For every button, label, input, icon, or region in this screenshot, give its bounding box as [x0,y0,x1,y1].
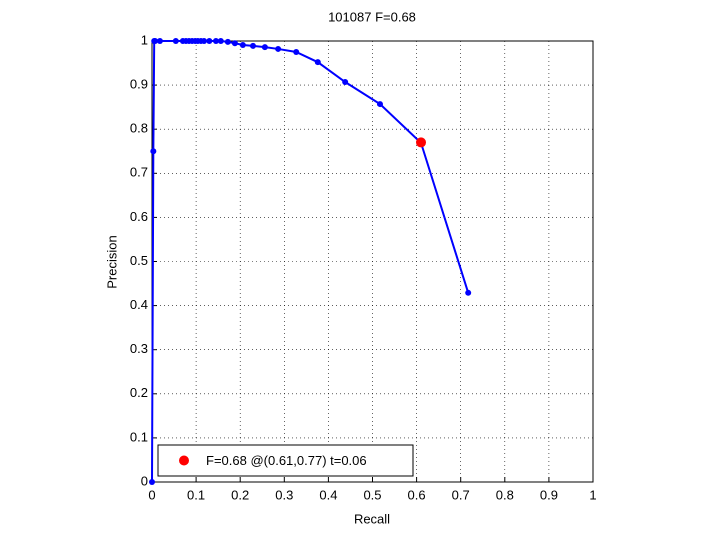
x-tick-label: 0.7 [452,487,470,502]
x-tick-label: 0.5 [363,487,381,502]
y-tick-label: 0.6 [130,209,148,224]
point [231,40,238,47]
x-tick-label: 0.2 [231,487,249,502]
point [314,59,321,66]
point [376,101,383,108]
point [416,137,427,148]
point [172,38,179,44]
point [156,38,163,44]
x-tick-label: 0.6 [408,487,426,502]
point [150,148,157,155]
point [275,45,282,52]
x-tick-label: 0.3 [275,487,293,502]
point [239,41,246,48]
x-tick-label: 0.4 [319,487,337,502]
x-tick-label: 0.9 [540,487,558,502]
point [224,38,231,45]
y-tick-label: 0.8 [130,121,148,136]
point [293,49,300,56]
chart-title: 101087 F=0.68 [328,9,416,24]
x-tick-label: 0.8 [496,487,514,502]
point [149,479,155,485]
y-axis-label: Precision [104,235,119,288]
point [206,38,213,44]
y-tick-label: 0.7 [130,165,148,180]
point [212,38,219,44]
y-tick-label: 0.5 [130,253,148,268]
x-tick-label: 0 [148,487,155,502]
point [261,44,268,51]
y-tick-label: 0.9 [130,77,148,92]
y-tick-label: 0 [141,473,148,488]
legend-label: F=0.68 @(0.61,0.77) t=0.06 [206,453,367,468]
x-axis-label: Recall [354,511,390,526]
legend-box [157,444,414,477]
y-tick-label: 1 [141,32,148,47]
point [152,38,159,44]
legend-marker [179,455,189,466]
y-tick-label: 0.2 [130,385,148,400]
x-tick-label: 1 [589,487,596,502]
point [342,79,349,86]
point [249,42,256,49]
y-tick-label: 0.1 [130,429,148,444]
point [201,38,208,44]
y-tick-label: 0.3 [130,341,148,356]
x-tick-label: 0.1 [187,487,205,502]
y-tick-label: 0.4 [130,297,148,312]
point [465,289,472,296]
point [217,38,224,44]
